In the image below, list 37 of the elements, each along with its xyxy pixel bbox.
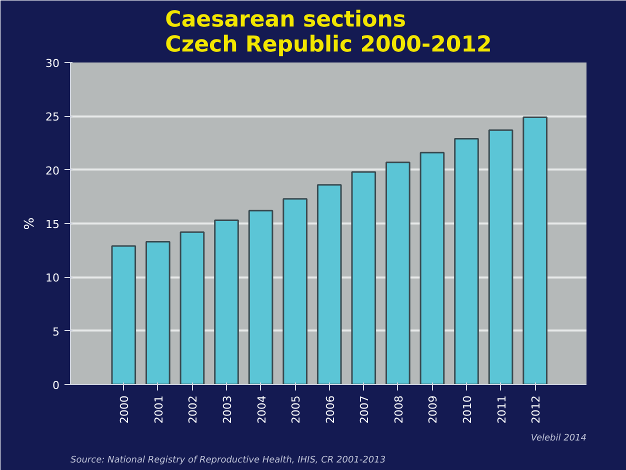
y-tick-label: 0 — [52, 379, 60, 392]
x-tick-label: 2002 — [186, 395, 200, 424]
y-tick-label: 20 — [46, 164, 60, 178]
x-tick-label: 2008 — [392, 395, 406, 424]
x-tick-label: 2009 — [426, 395, 440, 424]
x-tick-label: 2010 — [461, 395, 474, 424]
x-tick-label: 2001 — [152, 395, 166, 424]
text: Velebil 2014 — [530, 434, 587, 444]
y-axis-title: % — [22, 217, 38, 230]
bar — [180, 231, 205, 384]
source-note: Source: National Registry of Reproductive Health, IHIS, CR 2001-2013 — [70, 456, 386, 466]
x-tick-label: 2012 — [530, 395, 543, 424]
bar — [282, 198, 308, 384]
bar — [214, 220, 239, 384]
bar — [454, 138, 479, 384]
x-tick-label: 2007 — [358, 395, 372, 424]
y-tick-label: 15 — [46, 218, 60, 231]
bar — [386, 162, 410, 384]
chart-title: Caesarean sections Czech Republic 2000-2012 — [165, 8, 492, 58]
bar — [248, 210, 274, 384]
x-tick-label: 2000 — [118, 395, 132, 424]
bar — [522, 116, 548, 384]
bar — [146, 240, 170, 384]
bar — [351, 171, 376, 384]
x-tick-label: 2004 — [255, 395, 268, 424]
bar — [316, 184, 342, 384]
y-tick-label: 10 — [46, 272, 60, 285]
bar — [488, 129, 514, 384]
x-tick-label: 2003 — [221, 395, 234, 424]
x-tick-label: 2011 — [495, 395, 508, 424]
bar — [420, 152, 445, 384]
y-tick-label: 25 — [46, 110, 60, 124]
y-tick-label: 5 — [52, 325, 60, 338]
y-tick-label: 30 — [46, 57, 60, 70]
bar — [111, 245, 136, 384]
x-tick-label: 2005 — [290, 395, 303, 424]
x-tick-label: 2006 — [324, 395, 337, 424]
